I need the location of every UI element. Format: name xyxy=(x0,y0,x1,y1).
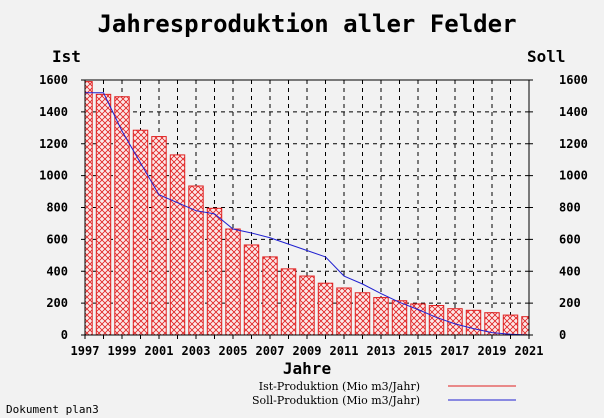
y-tick-label-right: 0 xyxy=(559,328,566,342)
bar-ist-1998 xyxy=(95,93,112,336)
bar-ist-2007 xyxy=(262,256,278,336)
bar-ist-2013 xyxy=(373,297,389,336)
y-tick-label-right: 1000 xyxy=(559,169,588,183)
bar-ist-2008 xyxy=(280,268,297,336)
bar-ist-2005 xyxy=(225,228,241,336)
bar-ist-2014 xyxy=(391,300,408,336)
y-tick-label-left: 1600 xyxy=(39,73,68,87)
y-axis-right-title: Soll xyxy=(527,47,566,66)
x-tick-label: 2019 xyxy=(478,344,507,358)
y-tick-label-right: 800 xyxy=(559,201,581,215)
document-label: Dokument plan3 xyxy=(6,403,99,416)
x-tick-label: 2017 xyxy=(441,344,470,358)
x-tick-label: 2021 xyxy=(515,344,544,358)
chart-title: Jahresproduktion aller Felder xyxy=(97,10,516,38)
y-tick-label-left: 1400 xyxy=(39,105,68,119)
x-tick-label: 2005 xyxy=(219,344,248,358)
bar-ist-2018 xyxy=(465,309,482,336)
y-tick-label-right: 1400 xyxy=(559,105,588,119)
bar-ist-2012 xyxy=(354,292,371,336)
x-axis-title: Jahre xyxy=(283,359,331,378)
bar-ist-2006 xyxy=(243,244,260,336)
x-tick-label: 1997 xyxy=(71,344,100,358)
bar-ist-2010 xyxy=(317,282,334,336)
bar-ist-2002 xyxy=(169,154,186,336)
bar-ist-2015 xyxy=(410,303,426,336)
x-tick-label: 2001 xyxy=(145,344,174,358)
bar-ist-2009 xyxy=(299,275,315,336)
bar-ist-1999 xyxy=(114,96,130,336)
bar-ist-2020 xyxy=(502,314,519,336)
y-axis-left-title: Ist xyxy=(52,47,81,66)
legend-label-ist: Ist-Produktion (Mio m3/Jahr) xyxy=(259,380,420,393)
y-tick-label-left: 200 xyxy=(46,296,68,310)
y-tick-label-right: 200 xyxy=(559,296,581,310)
y-tick-label-left: 600 xyxy=(46,232,68,246)
legend-label-soll: Soll-Produktion (Mio m3/Jahr) xyxy=(252,394,420,407)
x-tick-label: 2009 xyxy=(293,344,322,358)
bar-ist-2011 xyxy=(336,287,352,336)
bar-ist-2001 xyxy=(151,136,167,336)
y-tick-label-right: 600 xyxy=(559,232,581,246)
y-tick-label-left: 0 xyxy=(61,328,68,342)
y-tick-label-left: 800 xyxy=(46,201,68,215)
bar-ist-2016 xyxy=(428,305,445,336)
x-tick-label: 2015 xyxy=(404,344,433,358)
bar-ist-2000 xyxy=(132,129,149,336)
y-tick-label-right: 400 xyxy=(559,264,581,278)
line-soll xyxy=(85,92,530,336)
x-tick-label: 1999 xyxy=(108,344,137,358)
axis-ticks: 0 0 200 200 400 400 600 600 800 800 1000 1000 1200 12… xyxy=(39,73,588,358)
x-tick-label: 2011 xyxy=(330,344,359,358)
y-tick-label-left: 1200 xyxy=(39,137,68,151)
y-tick-label-right: 1600 xyxy=(559,73,588,87)
x-tick-label: 2003 xyxy=(182,344,211,358)
bar-ist-1997 xyxy=(84,81,93,336)
bar-ist-2004 xyxy=(206,207,223,336)
legend: Ist-Produktion (Mio m3/Jahr) Soll-Produk… xyxy=(252,380,516,407)
y-tick-label-right: 1200 xyxy=(559,137,588,151)
x-tick-label: 2007 xyxy=(256,344,285,358)
y-tick-label-left: 1000 xyxy=(39,169,68,183)
x-tick-label: 2013 xyxy=(367,344,396,358)
y-tick-label-left: 400 xyxy=(46,264,68,278)
bar-ist-2021 xyxy=(521,316,530,336)
